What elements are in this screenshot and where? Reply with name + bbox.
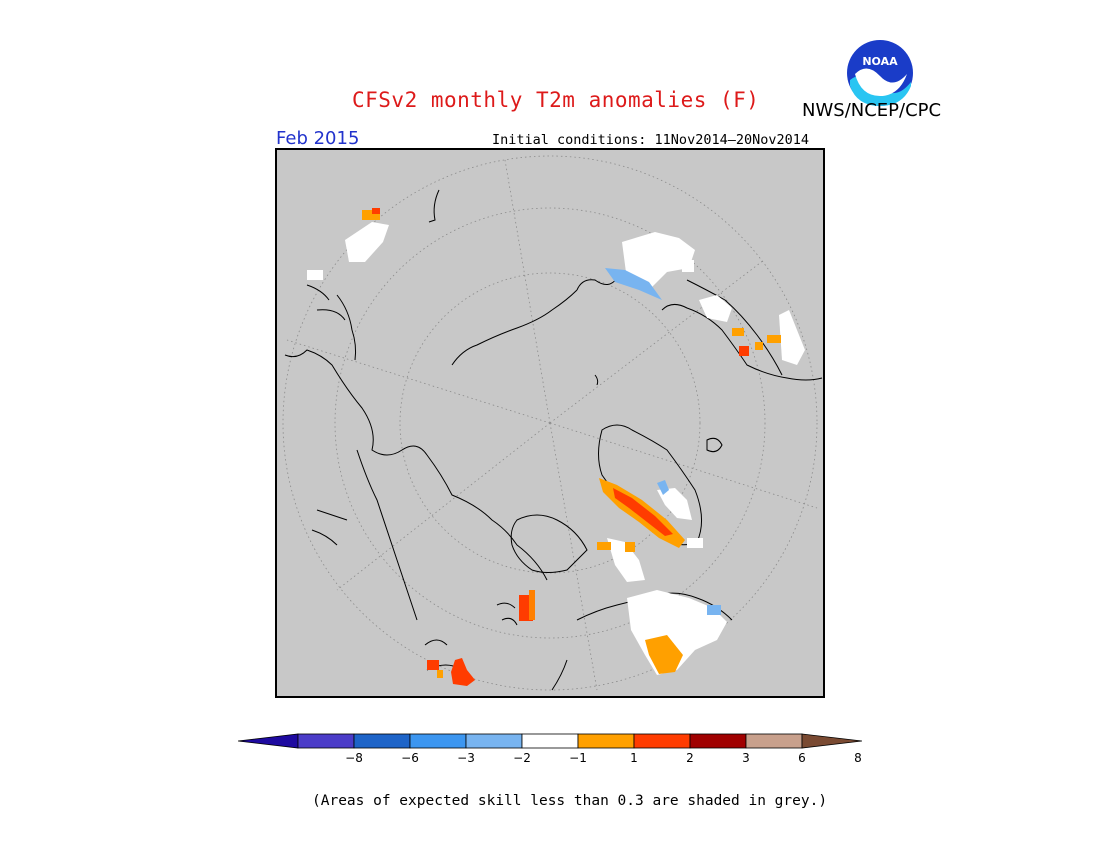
legend-swatch-above-max <box>801 733 862 749</box>
legend-tick-label: 1 <box>630 751 638 765</box>
polar-map-svg <box>277 150 823 696</box>
legend-swatch <box>521 733 579 749</box>
legend-tick-label: 6 <box>798 751 806 765</box>
legend-swatch <box>577 733 635 749</box>
legend-swatch <box>633 733 691 749</box>
footnote: (Areas of expected skill less than 0.3 a… <box>312 793 828 809</box>
legend-tick-label: −3 <box>457 751 475 765</box>
map-title: CFSv2 monthly T2m anomalies (F) <box>352 88 760 112</box>
svg-text:NOAA: NOAA <box>862 55 898 68</box>
agency-label: NWS/NCEP/CPC <box>802 100 942 121</box>
legend-tick-label: 2 <box>686 751 694 765</box>
noaa-logo: NOAA <box>845 38 915 108</box>
legend-swatch <box>409 733 467 749</box>
legend-swatch <box>745 733 803 749</box>
legend-swatch-below-min <box>238 733 299 749</box>
legend-swatch <box>465 733 523 749</box>
legend-swatch <box>689 733 747 749</box>
color-legend <box>238 733 862 749</box>
legend-tick-label: −2 <box>513 751 531 765</box>
legend-tick-label: −8 <box>345 751 363 765</box>
legend-swatch <box>297 733 355 749</box>
legend-tick-label: 3 <box>742 751 750 765</box>
polar-map <box>275 148 825 698</box>
legend-tick-label: 8 <box>854 751 862 765</box>
forecast-period: Feb 2015 <box>276 128 360 149</box>
legend-swatch <box>353 733 411 749</box>
graticule <box>282 155 818 691</box>
anomaly-patches <box>307 208 805 686</box>
legend-tick-label: −1 <box>569 751 587 765</box>
initial-conditions: Initial conditions: 11Nov2014—20Nov2014 <box>492 132 809 148</box>
legend-tick-label: −6 <box>401 751 419 765</box>
